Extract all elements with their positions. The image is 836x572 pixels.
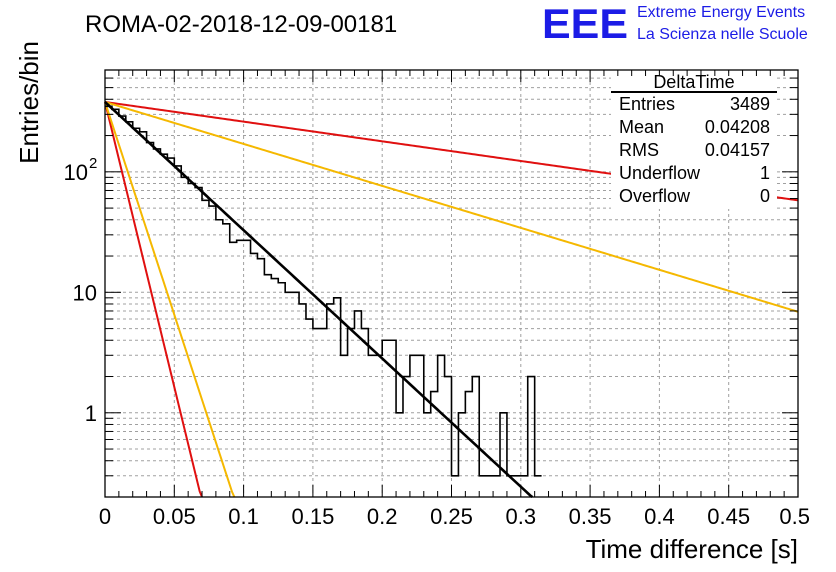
x-axis-label: Time difference [s] [586,534,798,564]
stats-row-value: 0.04208 [705,117,770,137]
stats-row-value: 3489 [730,94,770,114]
chart-title: ROMA-02-2018-12-09-00181 [85,11,397,38]
x-tick-label: 0.2 [367,504,398,529]
x-tick-label: 0.3 [506,504,537,529]
stats-row-value: 0 [760,186,770,206]
x-tick-label: 0.1 [228,504,259,529]
eee-logo: EEE Extreme Energy Events La Scienza nel… [542,0,808,47]
x-tick-labels: 0 0.05 0.1 0.15 0.2 0.25 0.3 0.35 0.4 0.45 0.5 [99,504,810,529]
y-tick-label-exponent: 2 [89,155,97,172]
x-tick-label: 0.45 [707,504,750,529]
y-tick-label: 10 [73,280,97,305]
stats-row-value: 0.04157 [705,140,770,160]
eee-logo-line2: La Scienza nelle Scuole [637,26,808,43]
fit-curves [104,100,799,498]
stats-row-label: Mean [619,117,664,137]
y-axis-label: Entries/bin [14,41,44,164]
stats-box: DeltaTime Entries 3489 Mean 0.04208 RMS 0.041… [611,72,777,209]
y-tick-label: 10 [64,160,88,185]
stats-title: DeltaTime [653,72,734,92]
x-tick-label: 0.25 [430,504,473,529]
eee-logo-line1: Extreme Energy Events [637,4,805,21]
x-tick-label: 0.35 [569,504,612,529]
x-tick-label: 0.4 [644,504,675,529]
x-tick-label: 0 [99,504,111,529]
fit-curve-yellow [104,101,236,498]
stats-row-label: Entries [619,94,675,114]
stats-row-value: 1 [760,163,770,183]
x-tick-label: 0.15 [291,504,334,529]
x-tick-label: 0.05 [153,504,196,529]
fit-curve-yellow [104,101,799,313]
stats-row-label: Overflow [619,186,691,206]
axis-ticks [104,69,799,498]
eee-logo-mark: EEE [542,0,628,47]
stats-row-label: Underflow [619,163,701,183]
stats-box-background [611,76,777,209]
histogram [104,101,542,499]
histogram-steps [105,105,542,477]
stats-row-label: RMS [619,140,659,160]
y-tick-label: 1 [85,401,97,426]
stats-rows: Entries 3489 Mean 0.04208 RMS 0.04157Underflo… [619,94,770,206]
x-tick-label: 0.5 [779,504,810,529]
fit-curve-red [104,101,203,498]
fit-curve-black [104,101,534,499]
